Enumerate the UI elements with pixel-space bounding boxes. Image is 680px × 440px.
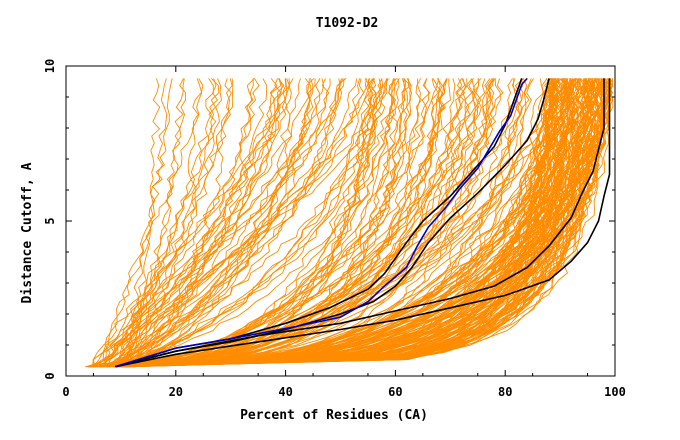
model-curve	[92, 78, 260, 368]
model-curve	[110, 78, 448, 368]
model-curve	[92, 78, 568, 368]
model-curve	[106, 78, 608, 368]
y-axis-label: Distance Cutoff, A	[20, 162, 35, 303]
model-curve	[103, 78, 283, 367]
model-curve	[93, 78, 501, 368]
model-curve	[99, 78, 604, 368]
model-curve	[122, 78, 566, 368]
model-curve	[97, 78, 187, 368]
model-curve	[121, 78, 382, 368]
model-curve	[96, 78, 374, 368]
model-curve	[125, 78, 555, 368]
model-curve	[103, 78, 370, 368]
model-curve	[105, 78, 588, 368]
highlighted-curve	[115, 78, 605, 368]
model-curve	[108, 78, 315, 368]
model-curve	[92, 78, 504, 368]
model-curve	[123, 78, 497, 368]
model-curve	[133, 78, 361, 368]
model-curve	[106, 78, 463, 368]
model-curve	[112, 78, 400, 368]
model-curve	[90, 78, 594, 368]
model-curve	[103, 78, 406, 368]
model-curve	[131, 78, 554, 368]
model-curve	[96, 78, 173, 367]
model-curve	[97, 78, 396, 368]
model-curve	[132, 78, 407, 368]
model-curve	[118, 78, 384, 368]
model-curve	[106, 78, 396, 368]
model-curve	[100, 78, 294, 368]
y-tick-label: 0	[43, 372, 57, 379]
model-curve	[93, 78, 345, 367]
x-tick-label: 20	[169, 385, 183, 399]
model-curve	[127, 78, 287, 367]
model-curve	[117, 78, 388, 367]
model-curve	[110, 78, 371, 367]
model-curve	[109, 78, 596, 368]
model-curve	[97, 78, 370, 368]
model-curve	[112, 78, 233, 368]
model-curve	[125, 78, 185, 367]
model-curve	[114, 78, 431, 368]
model-curve	[91, 78, 605, 368]
model-curve	[100, 78, 553, 368]
x-tick-label: 0	[62, 385, 69, 399]
y-tick-label: 5	[43, 217, 57, 224]
model-curve	[115, 78, 563, 368]
x-tick-label: 80	[498, 385, 512, 399]
model-curve	[103, 78, 214, 367]
model-curve	[129, 78, 377, 368]
model-curve	[98, 78, 480, 368]
model-curves	[85, 78, 614, 368]
x-axis: 0 20 40 60 80 100	[62, 66, 626, 399]
x-tick-label: 40	[278, 385, 292, 399]
model-curve	[134, 78, 558, 368]
model-curve	[110, 78, 282, 368]
model-curve	[109, 78, 388, 368]
x-tick-label: 100	[604, 385, 626, 399]
highlighted-curves	[115, 77, 611, 368]
model-curve	[91, 78, 220, 368]
model-curve	[104, 78, 204, 367]
model-curve	[111, 78, 551, 368]
model-curve	[119, 78, 290, 368]
model-curve	[122, 78, 586, 368]
model-curve	[89, 78, 525, 368]
x-axis-label: Percent of Residues (CA)	[240, 408, 428, 423]
model-curve	[118, 78, 288, 367]
model-curve	[122, 78, 168, 367]
model-curve	[120, 78, 492, 368]
model-curve	[126, 78, 586, 368]
model-curve	[101, 78, 513, 368]
model-curve	[112, 78, 614, 368]
model-curve	[123, 78, 312, 367]
model-curve	[124, 78, 599, 368]
reference-curve	[115, 77, 528, 368]
model-curve	[116, 78, 341, 368]
model-curve	[100, 78, 311, 368]
y-axis: 0 5 10	[43, 59, 615, 380]
y-tick-label: 10	[43, 59, 57, 73]
highlighted-curve	[115, 78, 611, 368]
x-tick-label: 60	[388, 385, 402, 399]
model-curve	[114, 78, 268, 368]
model-curve	[90, 78, 372, 368]
model-curve	[106, 78, 604, 368]
model-curve	[108, 78, 400, 368]
model-curve	[103, 78, 532, 368]
model-curve	[99, 78, 575, 368]
model-curve	[128, 78, 590, 368]
model-curve	[92, 78, 290, 367]
chart-title: T1092-D2	[316, 16, 379, 31]
model-curve	[99, 78, 614, 368]
model-curve	[116, 78, 524, 368]
